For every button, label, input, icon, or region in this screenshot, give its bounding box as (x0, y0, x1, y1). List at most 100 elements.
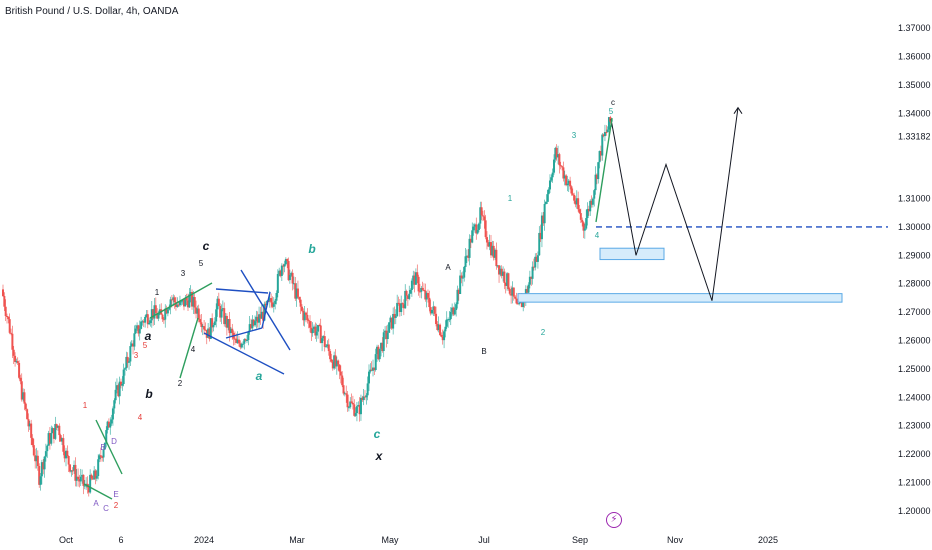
candle-body (449, 311, 452, 320)
candle-body (535, 256, 538, 262)
axes: 1.37000 1.36000 1.35000 1.34000 1.31000 1.300… (59, 23, 931, 545)
candle-body (34, 455, 37, 462)
candle-body (609, 117, 612, 122)
candle-body (603, 131, 606, 137)
candle-body (19, 377, 22, 382)
candles (2, 115, 613, 497)
wedge-inner-line (261, 291, 271, 329)
candle-body (543, 203, 546, 224)
y-tick-label: 1.37000 (898, 23, 931, 33)
candle-body (158, 309, 161, 314)
candle-body (469, 238, 472, 243)
candle-body (567, 180, 570, 184)
candle-body (124, 368, 126, 370)
candle-body (63, 451, 66, 459)
x-tick-label: Oct (59, 535, 74, 545)
candle-body (520, 300, 523, 308)
y-tick-label: 1.21000 (898, 477, 931, 487)
candle-body (424, 290, 427, 300)
candle-body (433, 306, 436, 314)
candle-body (539, 232, 542, 240)
candle-body (553, 159, 556, 173)
candle-body (78, 479, 81, 482)
candle-body (347, 407, 350, 409)
candle-body (114, 389, 117, 401)
candle-body (496, 265, 499, 267)
candle-body (426, 292, 429, 298)
candle-body (224, 315, 227, 325)
wave-label-5: 5 (609, 107, 614, 116)
candle-body (287, 261, 290, 281)
candle-body (118, 381, 121, 397)
candle-body (558, 154, 561, 166)
candle-body (243, 339, 246, 344)
last-price-label: 1.33182 (898, 132, 931, 142)
candle-body (74, 464, 77, 481)
candle-body (358, 404, 361, 415)
candle-body (544, 201, 547, 204)
candle-body (109, 423, 112, 428)
candle-body (317, 325, 320, 332)
candle-body (480, 207, 483, 216)
candle-body (475, 224, 478, 234)
candle-body (599, 151, 602, 156)
candle-body (510, 293, 513, 296)
candle-body (52, 428, 55, 439)
candle-body (122, 369, 125, 384)
candle-body (258, 314, 261, 323)
candle-body (252, 319, 255, 326)
candle-body (97, 459, 100, 477)
candle-body (321, 338, 324, 344)
candle-body (280, 265, 283, 276)
wave-label-a-green: a (256, 369, 263, 383)
wave-label-purple-A: A (93, 499, 99, 508)
candle-body (557, 154, 560, 158)
candle-body (561, 166, 564, 168)
candle-body (193, 297, 196, 308)
candle-body (98, 455, 101, 460)
candle-body (477, 223, 480, 230)
candle-body (333, 355, 336, 369)
candle-body (574, 200, 577, 205)
candle-body (283, 264, 286, 267)
candle-body (200, 322, 203, 328)
flash-icon[interactable]: ⚡ (606, 512, 622, 528)
candle-body (39, 476, 42, 485)
y-tick-label: 1.22000 (898, 449, 931, 459)
candle-body (393, 313, 396, 318)
y-tick-label: 1.20000 (898, 506, 931, 516)
wave-label-3-small: 3 (181, 269, 186, 278)
candle-body (286, 259, 289, 262)
candle-body (607, 117, 610, 130)
demand-zone-1 (599, 247, 665, 261)
candle-body (534, 256, 537, 268)
candle-body (397, 302, 400, 304)
candle-body (192, 297, 195, 307)
candle-body (335, 360, 338, 367)
candle-body (23, 392, 26, 404)
trend-line-lower (179, 317, 199, 379)
candle-body (178, 301, 181, 306)
candle-body (319, 325, 322, 344)
candle-body (304, 312, 307, 315)
candle-body (90, 474, 93, 479)
candle-body (172, 297, 175, 300)
candle-body (504, 283, 507, 286)
candle-body (292, 283, 295, 285)
candle-body (204, 329, 207, 331)
wave-label-2: 2 (541, 328, 546, 337)
candle-body (2, 289, 4, 297)
candle-body (357, 404, 360, 407)
y-tick-label: 1.30000 (898, 222, 931, 232)
candle-body (164, 308, 167, 320)
candle-body (526, 289, 529, 293)
candle-body (373, 367, 376, 371)
x-tick-label: Nov (667, 535, 684, 545)
candle-body (372, 367, 375, 371)
candle-body (3, 296, 6, 307)
candle-body (325, 346, 328, 348)
candle-body (460, 275, 463, 279)
candle-body (56, 425, 59, 428)
y-tick-label: 1.27000 (898, 307, 931, 317)
